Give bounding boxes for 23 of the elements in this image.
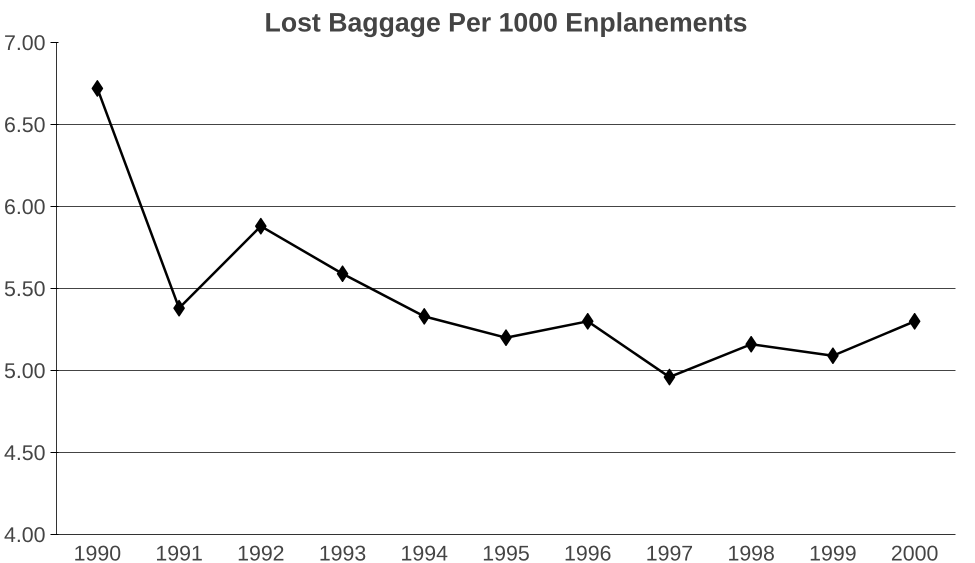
x-tick-label: 1991 [155, 542, 203, 563]
y-tick-label: 5.50 [4, 277, 46, 301]
point [745, 336, 758, 353]
x-tick-label: 1998 [727, 542, 775, 563]
y-tick-label: 4.50 [4, 441, 46, 465]
point [418, 308, 430, 325]
y-tick-label: 4.00 [4, 523, 46, 547]
x-tick-label: 1995 [482, 542, 530, 563]
x-tick-label: 1996 [564, 542, 612, 563]
point [254, 218, 267, 235]
x-tick-label: 1999 [809, 542, 857, 563]
x-tick-label: 2000 [890, 542, 938, 563]
y-tick-label: 7.00 [4, 31, 46, 55]
x-tick-label: 1997 [646, 542, 694, 563]
point [582, 312, 594, 330]
y-tick-label: 5.00 [4, 359, 46, 383]
x-tick-label: 1993 [318, 542, 366, 563]
x-tick-label: 1994 [400, 542, 448, 563]
chart-title: Lost Baggage Per 1000 Enplanements [264, 8, 748, 38]
y-tick-label: 6.50 [4, 113, 46, 137]
x-tick-label: 1992 [237, 542, 285, 563]
y-tick-label: 6.00 [4, 195, 46, 219]
x-tick-label: 1990 [74, 542, 122, 563]
